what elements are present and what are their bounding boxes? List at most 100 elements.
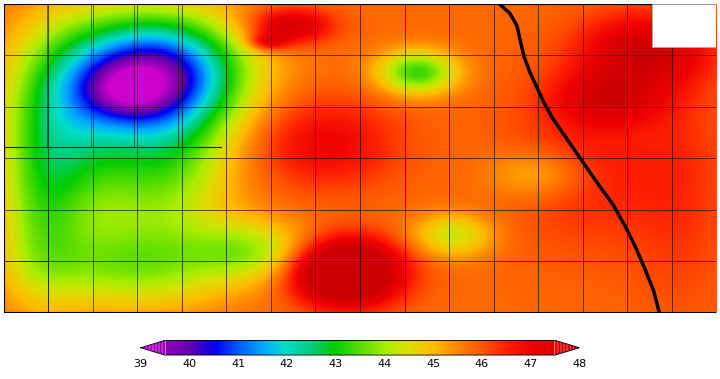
Polygon shape — [297, 340, 299, 355]
Polygon shape — [458, 340, 459, 355]
Polygon shape — [317, 340, 318, 355]
Polygon shape — [550, 340, 552, 355]
Polygon shape — [361, 340, 362, 355]
Polygon shape — [380, 340, 382, 355]
Polygon shape — [436, 340, 437, 355]
Polygon shape — [434, 340, 436, 355]
Polygon shape — [299, 340, 300, 355]
Polygon shape — [478, 340, 480, 355]
Polygon shape — [560, 342, 562, 354]
Polygon shape — [462, 340, 464, 355]
Polygon shape — [238, 340, 239, 355]
Polygon shape — [449, 340, 450, 355]
Polygon shape — [405, 340, 406, 355]
Polygon shape — [292, 340, 293, 355]
Polygon shape — [437, 340, 438, 355]
Polygon shape — [302, 340, 304, 355]
Polygon shape — [522, 340, 523, 355]
Polygon shape — [529, 340, 531, 355]
Polygon shape — [408, 340, 409, 355]
Polygon shape — [330, 340, 331, 355]
Polygon shape — [158, 342, 160, 354]
Text: 41: 41 — [231, 359, 246, 369]
Polygon shape — [191, 340, 192, 355]
Polygon shape — [431, 340, 433, 355]
Polygon shape — [176, 340, 177, 355]
Polygon shape — [283, 340, 284, 355]
Polygon shape — [226, 340, 228, 355]
Polygon shape — [195, 340, 197, 355]
Polygon shape — [577, 347, 578, 349]
Polygon shape — [412, 340, 413, 355]
Polygon shape — [218, 340, 220, 355]
Polygon shape — [505, 340, 506, 355]
Polygon shape — [342, 340, 343, 355]
Polygon shape — [534, 340, 536, 355]
Polygon shape — [481, 340, 482, 355]
Polygon shape — [334, 340, 336, 355]
Polygon shape — [469, 340, 471, 355]
Polygon shape — [345, 340, 346, 355]
Polygon shape — [340, 340, 342, 355]
Polygon shape — [160, 341, 161, 354]
Polygon shape — [567, 344, 569, 351]
Polygon shape — [324, 340, 325, 355]
Polygon shape — [446, 340, 447, 355]
Polygon shape — [153, 344, 154, 352]
Polygon shape — [239, 340, 240, 355]
Polygon shape — [428, 340, 430, 355]
Polygon shape — [167, 340, 168, 355]
Polygon shape — [500, 340, 502, 355]
Polygon shape — [151, 344, 153, 351]
Text: 43: 43 — [328, 359, 343, 369]
Polygon shape — [403, 340, 405, 355]
Polygon shape — [277, 340, 279, 355]
Text: 40: 40 — [182, 359, 197, 369]
Polygon shape — [245, 340, 246, 355]
Polygon shape — [258, 340, 259, 355]
Polygon shape — [280, 340, 282, 355]
Polygon shape — [410, 340, 412, 355]
Polygon shape — [252, 340, 253, 355]
Polygon shape — [290, 340, 292, 355]
Polygon shape — [537, 340, 539, 355]
Polygon shape — [539, 340, 540, 355]
Polygon shape — [314, 340, 315, 355]
Polygon shape — [343, 340, 345, 355]
Polygon shape — [146, 346, 148, 350]
Polygon shape — [420, 340, 421, 355]
Polygon shape — [173, 340, 174, 355]
Polygon shape — [233, 340, 235, 355]
Polygon shape — [271, 340, 273, 355]
Polygon shape — [143, 346, 145, 349]
Polygon shape — [488, 340, 490, 355]
Polygon shape — [413, 340, 415, 355]
Polygon shape — [220, 340, 221, 355]
Polygon shape — [287, 340, 289, 355]
Polygon shape — [416, 340, 418, 355]
Text: 46: 46 — [474, 359, 489, 369]
Polygon shape — [249, 340, 251, 355]
Polygon shape — [453, 340, 454, 355]
Polygon shape — [456, 340, 458, 355]
Polygon shape — [304, 340, 305, 355]
Polygon shape — [150, 345, 151, 351]
Polygon shape — [229, 340, 230, 355]
Polygon shape — [248, 340, 249, 355]
Polygon shape — [562, 342, 563, 353]
Polygon shape — [513, 340, 515, 355]
Polygon shape — [189, 340, 191, 355]
Polygon shape — [255, 340, 256, 355]
Polygon shape — [496, 340, 498, 355]
Polygon shape — [368, 340, 369, 355]
Polygon shape — [515, 340, 516, 355]
Polygon shape — [318, 340, 320, 355]
Polygon shape — [204, 340, 205, 355]
Polygon shape — [161, 341, 163, 354]
Polygon shape — [338, 340, 340, 355]
Polygon shape — [154, 343, 156, 352]
Polygon shape — [575, 346, 577, 349]
Polygon shape — [499, 340, 500, 355]
Polygon shape — [348, 340, 349, 355]
Polygon shape — [444, 340, 446, 355]
